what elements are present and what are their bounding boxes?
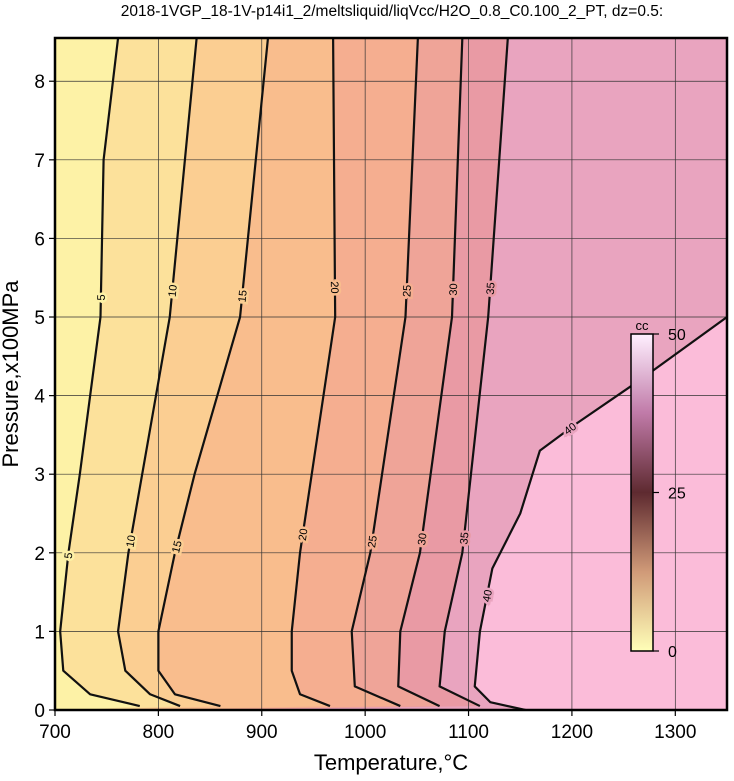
y-tick-label: 0 bbox=[34, 701, 45, 722]
contour-label: 30 bbox=[416, 532, 430, 546]
x-tick-label: 900 bbox=[246, 722, 278, 743]
y-tick-label: 7 bbox=[34, 151, 45, 172]
contour-label: 5 bbox=[63, 552, 76, 559]
contour-label: 20 bbox=[328, 281, 340, 293]
x-tick-label: 1000 bbox=[344, 722, 386, 743]
contour-line bbox=[473, 316, 727, 710]
x-tick-label: 1300 bbox=[654, 722, 696, 743]
colorbar-tick-label: 50 bbox=[668, 327, 686, 344]
contour-label: 15 bbox=[170, 540, 185, 555]
y-axis-label: Pressure,x100MPa bbox=[0, 280, 23, 468]
x-tick-label: 1200 bbox=[551, 722, 593, 743]
y-tick-label: 2 bbox=[34, 544, 45, 565]
contour-label: 20 bbox=[297, 528, 311, 542]
y-tick-label: 1 bbox=[34, 622, 45, 643]
colorbar-tick-label: 0 bbox=[668, 644, 677, 661]
frame bbox=[53, 36, 729, 712]
contour-label: 25 bbox=[366, 535, 380, 549]
x-tick-label: 800 bbox=[143, 722, 175, 743]
y-tick-label: 6 bbox=[34, 229, 45, 250]
contour-label: 10 bbox=[167, 284, 180, 297]
contour-line bbox=[397, 38, 464, 708]
y-tick-label: 8 bbox=[34, 72, 45, 93]
contour-label: 40 bbox=[481, 589, 495, 603]
x-tick-label: 700 bbox=[39, 722, 71, 743]
contour-label: 5 bbox=[96, 294, 108, 300]
x-axis-label: Temperature,°C bbox=[314, 750, 468, 775]
contour-label: 25 bbox=[401, 285, 414, 298]
y-tick-label: 3 bbox=[34, 465, 45, 486]
contour-line bbox=[157, 38, 270, 708]
contour-band bbox=[55, 38, 140, 710]
y-tick-label: 5 bbox=[34, 308, 45, 329]
chart-title: 2018-1VGP_18-1V-p14i1_2/meltsliquid/liqV… bbox=[121, 3, 663, 20]
colorbar bbox=[630, 333, 654, 652]
colorbar-tick-label: 25 bbox=[668, 486, 686, 503]
contour-line bbox=[350, 38, 419, 708]
contour-line bbox=[116, 38, 198, 708]
y-tick-label: 4 bbox=[34, 387, 45, 408]
contour-label: 35 bbox=[485, 282, 498, 295]
contour-label: 30 bbox=[448, 283, 460, 296]
contour-label: 10 bbox=[124, 534, 138, 548]
x-tick-label: 1100 bbox=[448, 722, 489, 743]
contour-line bbox=[290, 38, 337, 708]
contour-line bbox=[438, 38, 509, 708]
overlay: 700 800 900 1000 1100 1200 1300 0 1 2 3 4 5 6 7 8 cc 0 25 5… bbox=[34, 36, 729, 743]
contour-line bbox=[59, 38, 141, 708]
contour-label: 15 bbox=[237, 289, 250, 302]
contour-label: 35 bbox=[458, 532, 471, 545]
colorbar-label: cc bbox=[636, 318, 650, 333]
